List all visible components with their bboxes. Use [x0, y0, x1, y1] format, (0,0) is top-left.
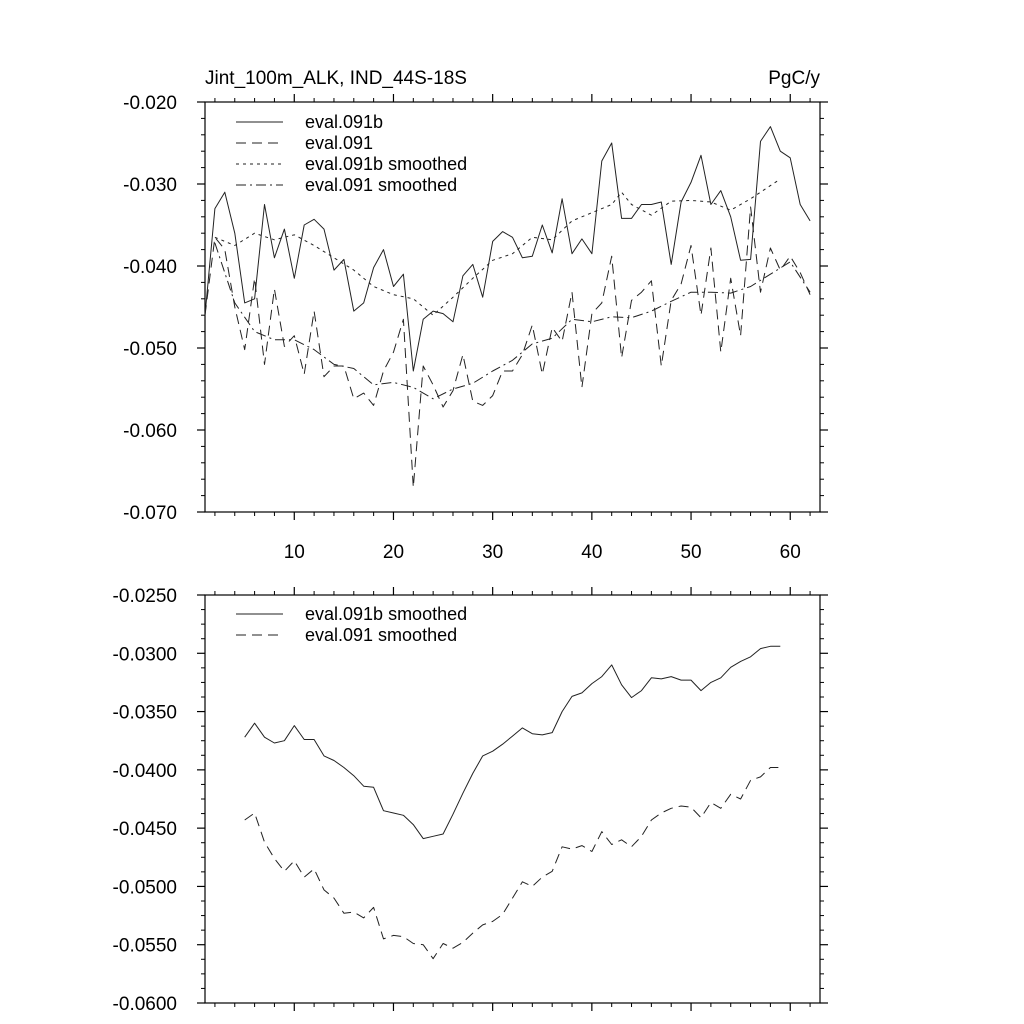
- y-tick-label: -0.070: [123, 503, 177, 524]
- x-tick-label: 30: [482, 542, 503, 563]
- y-tick-label: -0.0350: [113, 703, 177, 724]
- x-tick-label: 50: [680, 542, 701, 563]
- y-tick-label: -0.0250: [113, 586, 177, 607]
- top-line-chart: -0.070 -0.060 -0.050 -0.040 -0.030 -0.020 10 20…: [123, 68, 828, 563]
- legend-label-4: eval.091 smoothed: [305, 175, 457, 195]
- legend-label-1: eval.091b: [305, 112, 383, 132]
- y-tick-label: -0.040: [123, 257, 177, 278]
- y-tick-label: -0.0400: [113, 761, 177, 782]
- series-line-1: [244, 645, 781, 840]
- y-tick-label: -0.0500: [113, 877, 177, 898]
- y-tick-label: -0.0450: [113, 819, 177, 840]
- y-tick-label: -0.030: [123, 175, 177, 196]
- legend-label-2: eval.091: [305, 133, 373, 153]
- y-tick-label: -0.0600: [113, 994, 177, 1015]
- units-label: PgC/y: [768, 68, 820, 89]
- y-tick-label: -0.060: [123, 421, 177, 442]
- x-tick-label: 60: [780, 542, 801, 563]
- chart-title: Jint_100m_ALK, IND_44S-18S: [205, 68, 467, 89]
- x-tick-label: 40: [581, 542, 602, 563]
- plot-frame: [204, 101, 821, 513]
- series-line-3: [214, 178, 781, 316]
- y-tick-label: -0.050: [123, 339, 177, 360]
- y-tick-label: -0.020: [123, 93, 177, 114]
- legend-label-3: eval.091b smoothed: [305, 154, 467, 174]
- legend-label-2: eval.091 smoothed: [305, 625, 457, 645]
- series-line-2: [244, 767, 781, 960]
- series-line-1: [204, 126, 811, 372]
- series-line-2: [204, 206, 811, 488]
- y-tick-label: -0.0300: [113, 644, 177, 665]
- y-tick-label: -0.0550: [113, 936, 177, 957]
- x-tick-label: 10: [284, 542, 305, 563]
- legend-label-1: eval.091b smoothed: [305, 604, 467, 624]
- x-tick-label: 20: [383, 542, 404, 563]
- bottom-line-chart: -0.0600 -0.0550 -0.0500 -0.0450 -0.0400 -0.03…: [113, 586, 828, 1015]
- series-line-4: [214, 242, 811, 400]
